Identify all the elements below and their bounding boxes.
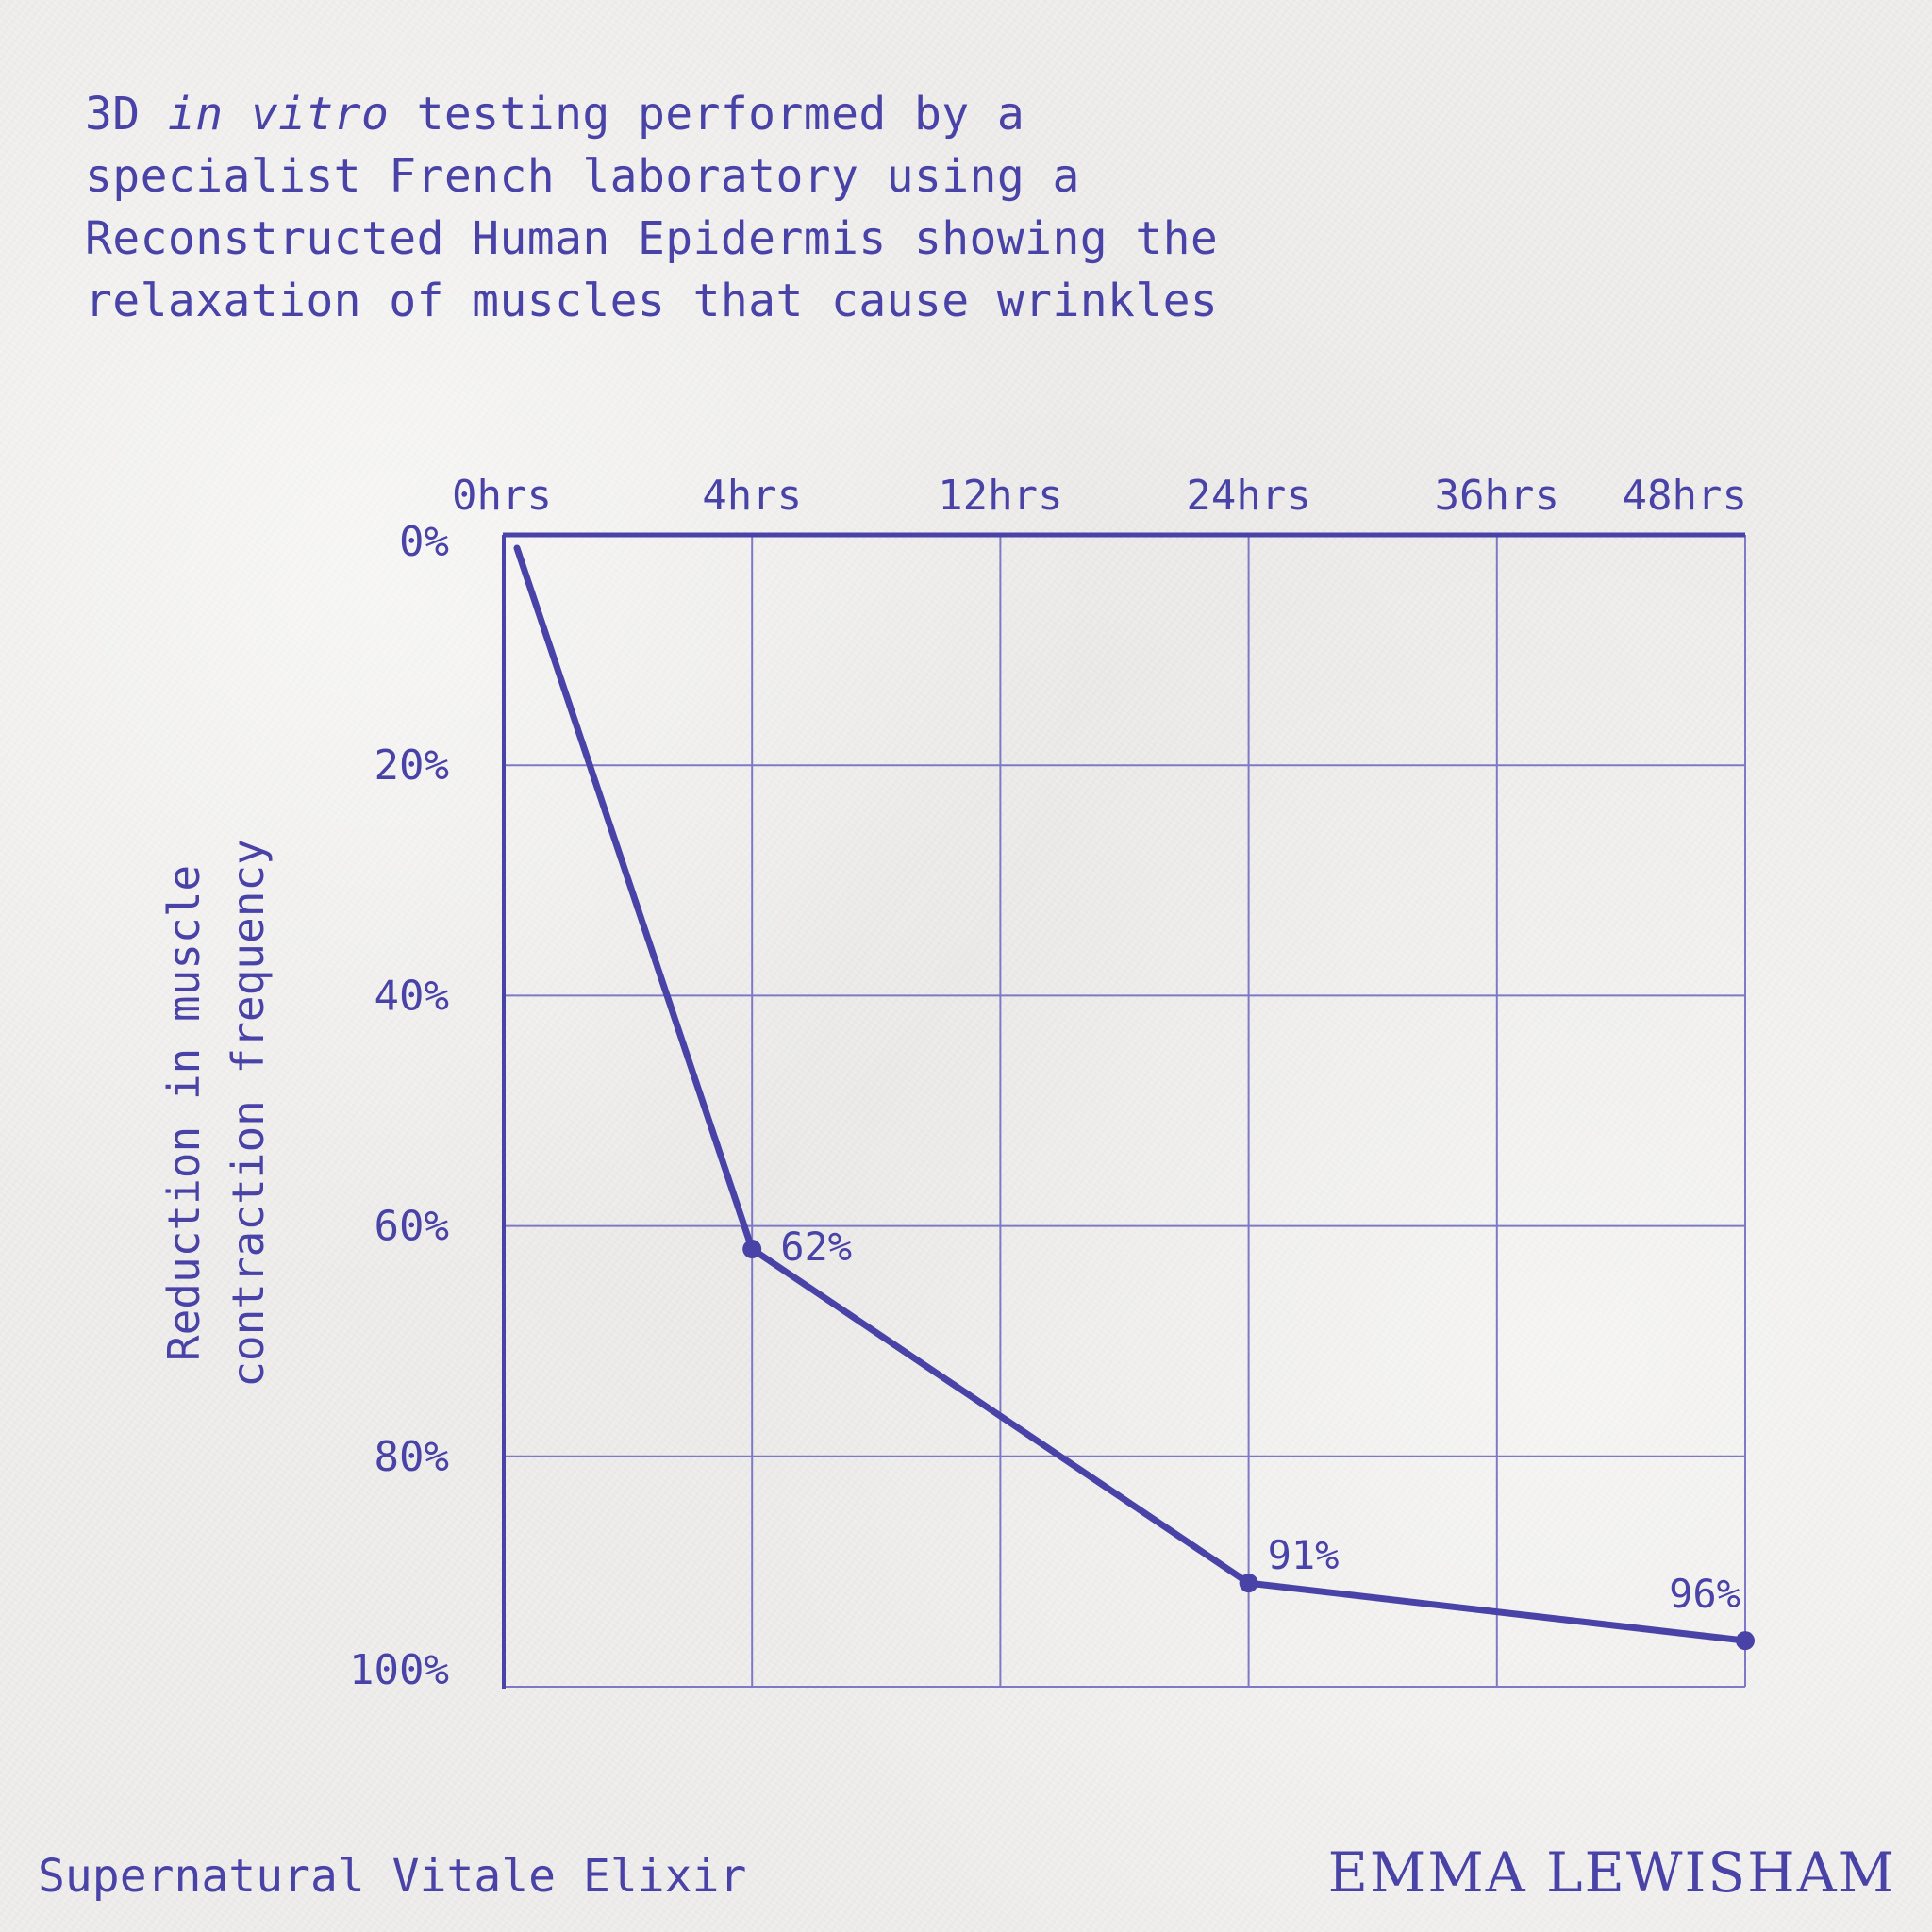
data-label: 62% [780,1224,852,1270]
chart-axes [502,532,1745,1689]
x-tick-label: 48hrs [1623,472,1747,520]
y-tick-label: 100% [349,1646,449,1694]
x-tick-labels: 0hrs 4hrs 12hrs 24hrs 36hrs 48hrs [452,472,1747,520]
x-tick-label: 0hrs [452,472,552,520]
data-point [1239,1574,1258,1593]
x-tick-label: 4hrs [702,472,802,520]
x-tick-label: 36hrs [1435,472,1559,520]
x-tick-label: 24hrs [1186,472,1310,520]
y-axis-label: Reduction in muscle contraction frequency [158,839,274,1388]
brand-name: EMMA LEWISHAM [1327,1840,1896,1905]
data-point [1736,1631,1755,1651]
description-italic: in vitro [167,88,390,141]
series-line [513,544,1749,1644]
y-tick-label: 0% [399,518,449,566]
data-label: 96% [1669,1571,1740,1617]
description-text: testing performed by a specialist French… [85,88,1219,327]
y-axis-label-line: contraction frequency [223,839,274,1388]
data-point [742,1240,762,1259]
y-axis-label-line: Reduction in muscle [158,865,209,1361]
product-name: Supernatural Vitale Elixir [38,1850,747,1903]
description-prefix: 3D [85,88,168,141]
data-series: 62% 91% 96% [513,544,1755,1651]
y-tick-label: 60% [375,1203,449,1251]
chart-description: 3D in vitro testing performed by a speci… [85,83,1311,332]
y-tick-label: 40% [375,972,449,1020]
y-tick-labels: 0% 20% 40% 60% 80% 100% [349,518,449,1694]
data-label: 91% [1268,1532,1340,1578]
y-tick-label: 80% [375,1433,449,1481]
chart-grid [504,535,1746,1688]
y-tick-label: 20% [375,741,449,790]
x-tick-label: 12hrs [938,472,1062,520]
